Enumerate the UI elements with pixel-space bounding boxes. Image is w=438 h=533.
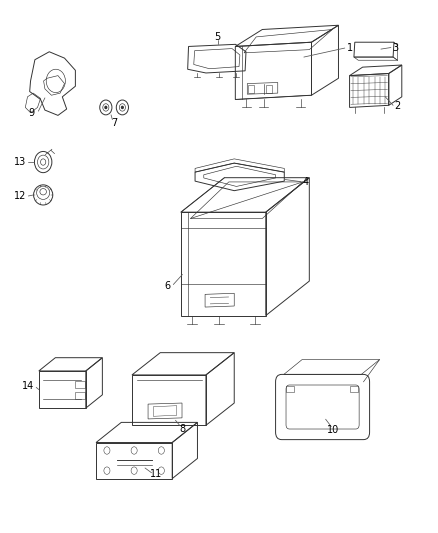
- Text: 7: 7: [111, 118, 118, 128]
- Text: 14: 14: [22, 381, 35, 391]
- Text: 5: 5: [215, 32, 221, 42]
- Text: 11: 11: [150, 470, 162, 479]
- Circle shape: [105, 107, 107, 109]
- Text: 3: 3: [392, 43, 398, 53]
- Text: 1: 1: [346, 43, 353, 53]
- Bar: [75, 381, 85, 389]
- Text: 6: 6: [165, 281, 171, 291]
- Circle shape: [121, 107, 123, 109]
- Text: 10: 10: [327, 425, 339, 435]
- Text: 12: 12: [14, 191, 26, 201]
- Text: 2: 2: [394, 101, 401, 111]
- Text: 4: 4: [303, 176, 309, 187]
- Bar: [75, 392, 85, 399]
- Bar: [248, 85, 254, 93]
- Text: 8: 8: [179, 424, 185, 434]
- Text: 9: 9: [29, 108, 35, 118]
- Bar: [266, 85, 272, 93]
- Bar: [286, 386, 294, 392]
- Text: 13: 13: [14, 157, 26, 167]
- Bar: [350, 386, 358, 392]
